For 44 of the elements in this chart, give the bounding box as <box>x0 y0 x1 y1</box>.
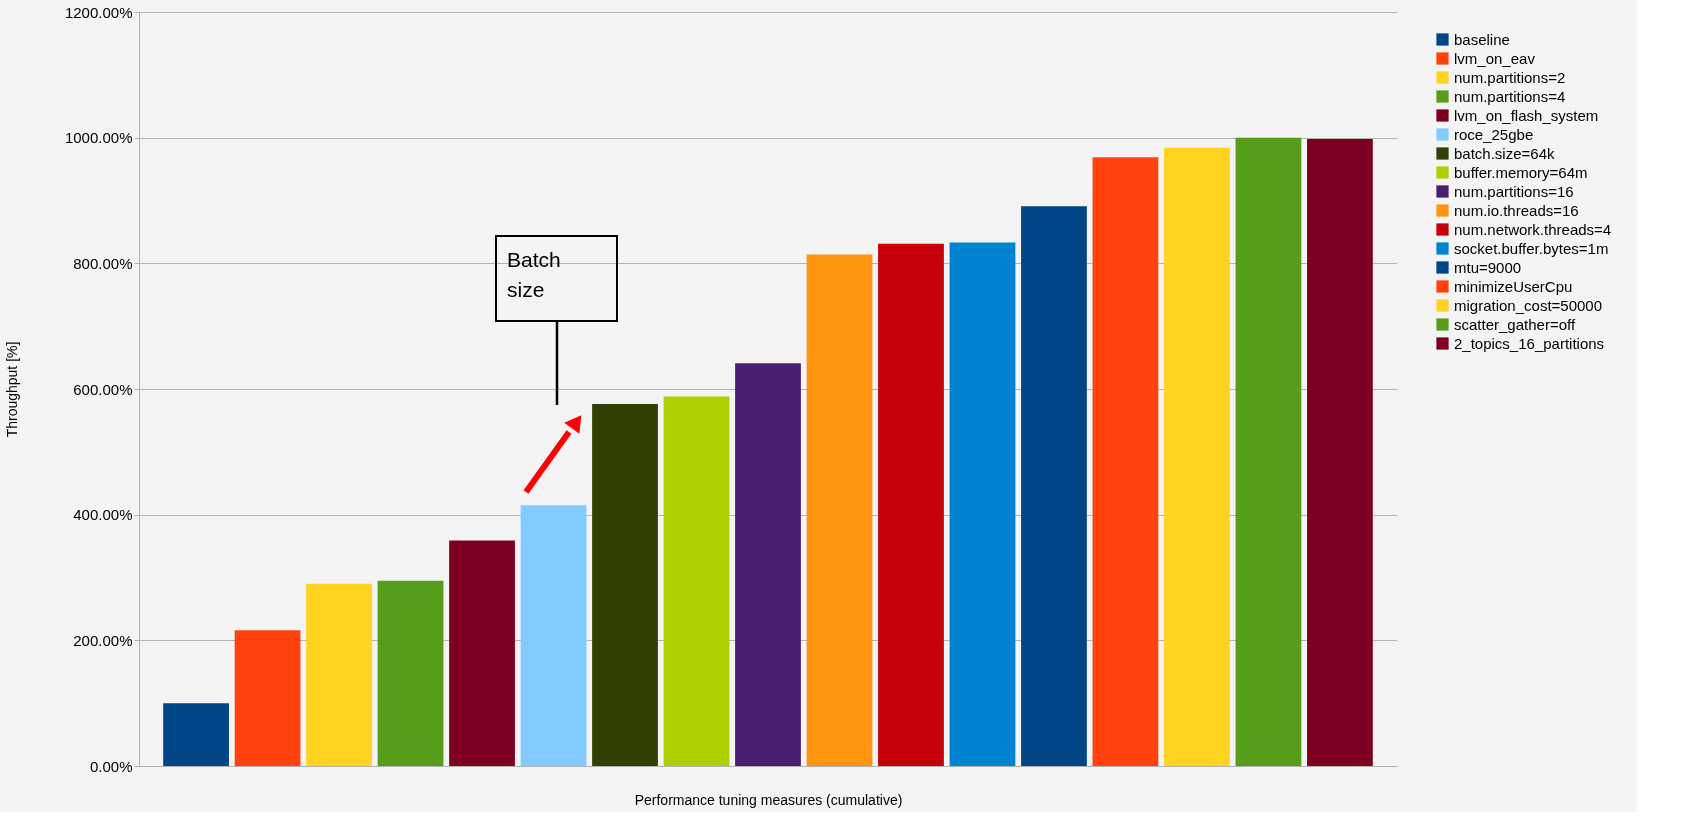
y-tick-label: 600.00% <box>73 380 133 398</box>
y-tick-label: 1200.00% <box>64 3 133 21</box>
bar <box>449 540 515 766</box>
bar <box>1307 138 1373 766</box>
bar <box>234 630 301 766</box>
bar <box>806 254 873 766</box>
legend-label: migration_cost=50000 <box>1454 296 1603 314</box>
bar <box>663 396 730 766</box>
bar <box>1235 137 1302 766</box>
y-tick-label: 1000.00% <box>64 129 133 147</box>
legend-label: minimizeUserCpu <box>1454 277 1573 295</box>
bar <box>306 583 372 766</box>
bar <box>377 580 444 766</box>
y-tick-label: 800.00% <box>73 254 133 272</box>
y-axis-title: Throughput [%] <box>3 341 20 438</box>
bar <box>520 505 587 766</box>
bar <box>949 242 1016 766</box>
bar <box>163 703 229 766</box>
x-axis-title: Performance tuning measures (cumulative) <box>634 791 903 808</box>
legend-label: baseline <box>1454 30 1510 48</box>
legend-label: buffer.memory=64m <box>1454 163 1588 181</box>
legend-label: scatter_gather=off <box>1454 315 1576 333</box>
legend-label: lvm_on_eav <box>1454 49 1536 67</box>
legend-label: mtu=9000 <box>1454 258 1522 276</box>
y-tick-label: 200.00% <box>73 631 133 649</box>
y-tick-label: 400.00% <box>73 506 133 524</box>
legend-label: num.partitions=4 <box>1454 87 1566 105</box>
legend-label: num.partitions=2 <box>1454 68 1566 86</box>
bar <box>1092 157 1159 766</box>
bar <box>1021 206 1087 766</box>
bar <box>735 363 801 766</box>
legend-label: roce_25gbe <box>1454 125 1534 143</box>
legend-label: num.network.threads=4 <box>1454 220 1612 238</box>
bar <box>878 243 944 766</box>
legend-label: socket.buffer.bytes=1m <box>1454 239 1609 257</box>
legend-label: batch.size=64k <box>1454 144 1555 162</box>
legend-label: num.io.threads=16 <box>1454 201 1579 219</box>
bar <box>1164 147 1230 766</box>
bar <box>592 404 658 766</box>
legend-label: lvm_on_flash_system <box>1454 106 1599 124</box>
legend-label: num.partitions=16 <box>1454 182 1574 200</box>
y-tick-label: 0.00% <box>89 757 133 775</box>
legend-label: 2_topics_16_partitions <box>1454 334 1605 352</box>
annotation: Batch size <box>507 248 561 301</box>
